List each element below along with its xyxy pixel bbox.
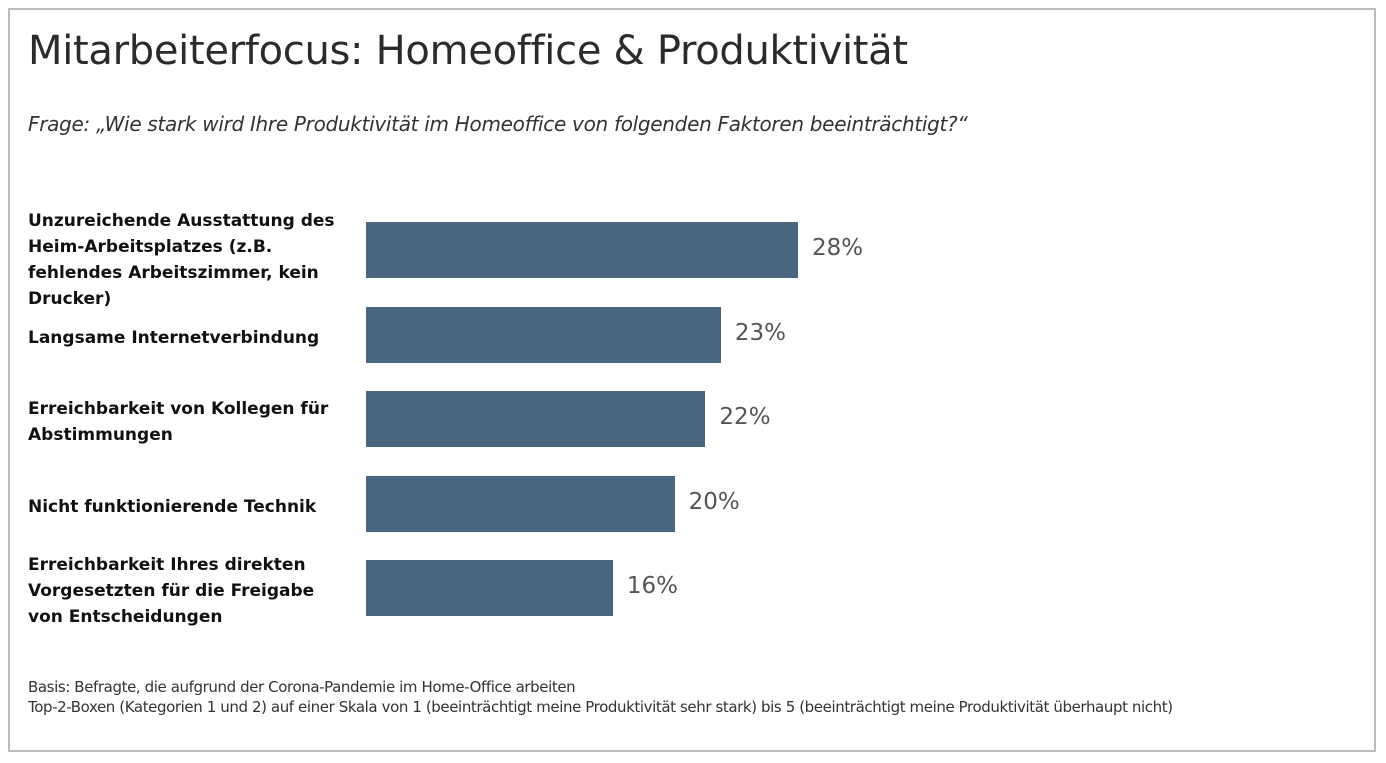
data-label: 16% (626, 573, 678, 599)
bar (366, 475, 675, 532)
category-label: Unzureichende Ausstattung des Heim-Arbei… (28, 211, 335, 309)
category-label: Erreichbarkeit Ihres direkten Vorgesetzt… (28, 555, 315, 627)
bar (366, 222, 798, 278)
chart-title: Mitarbeiterfocus: Homeoffice & Produktiv… (28, 28, 908, 74)
bar (366, 306, 721, 363)
category-label: Erreichbarkeit von Kollegen für Abstimmu… (28, 399, 329, 445)
footnote-basis: Basis: Befragte, die aufgrund der Corona… (28, 678, 576, 696)
category-label: Langsame Internetverbindung (28, 327, 320, 348)
data-label: 28% (812, 235, 864, 261)
data-label: 20% (688, 488, 740, 515)
bar (366, 391, 706, 447)
data-label: 23% (734, 319, 786, 346)
chart-subtitle: Frage: „Wie stark wird Ihre Produktivitä… (28, 112, 968, 136)
footnote-scale: Top-2-Boxen (Kategorien 1 und 2) auf ein… (28, 698, 1173, 716)
category-label: Nicht funktionierende Technik (28, 496, 317, 517)
data-label: 22% (719, 404, 771, 430)
chart-frame (8, 8, 1376, 752)
bar (366, 560, 613, 616)
